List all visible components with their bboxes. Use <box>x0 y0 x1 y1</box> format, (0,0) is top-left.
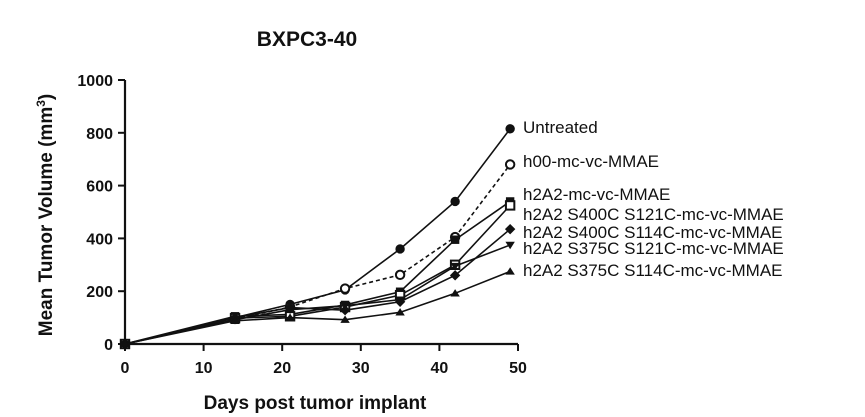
series-line <box>124 163 511 345</box>
data-point <box>395 296 405 304</box>
y-axis-label: Mean Tumor Volume (mm3) <box>34 94 57 336</box>
legend-entry: Untreated <box>523 118 598 137</box>
x-tick-label: 40 <box>431 360 449 377</box>
legend-entry: h2A2-mc-vc-MMAE <box>523 185 670 204</box>
data-point <box>285 313 295 321</box>
y-tick-label: 600 <box>86 179 113 196</box>
series-layer <box>119 124 516 350</box>
y-axis-label-main: Mean Tumor Volume (mm <box>36 107 57 336</box>
data-point <box>504 159 516 170</box>
legend: Untreatedh00-mc-vc-MMAEh2A2-mc-vc-MMAEh2… <box>523 118 784 280</box>
data-point <box>394 269 406 281</box>
y-tick-label: 1000 <box>77 73 113 90</box>
y-tick-label: 400 <box>86 231 113 248</box>
data-point <box>505 241 515 250</box>
legend-entry: h2A2 S400C S121C-mc-vc-MMAE <box>523 205 784 224</box>
data-point <box>450 262 460 271</box>
data-point <box>395 308 405 316</box>
series-7 <box>120 267 515 348</box>
data-point <box>449 270 461 281</box>
series-line <box>124 200 511 345</box>
x-tick-label: 50 <box>509 360 527 377</box>
axes: 0 200 400 600 800 1000 0 10 20 30 40 50 <box>77 73 527 377</box>
data-point <box>450 196 460 207</box>
legend-entry: h2A2 S375C S114C-mc-vc-MMAE <box>523 261 783 280</box>
y-axis-label-superscript: 3 <box>34 100 48 107</box>
data-point <box>450 289 460 297</box>
data-point <box>505 124 515 134</box>
data-point <box>120 339 130 348</box>
x-axis-label: Days post tumor implant <box>204 393 427 414</box>
y-axis-label-suffix: ) <box>36 94 57 100</box>
data-point <box>395 244 405 254</box>
x-tick-label: 0 <box>121 360 130 377</box>
data-point <box>340 302 350 310</box>
data-point <box>285 306 295 314</box>
y-tick-label: 800 <box>86 126 113 143</box>
data-point <box>450 235 460 244</box>
legend-entry: h2A2 S400C S114C-mc-vc-MMAE <box>523 223 783 242</box>
series-2 <box>119 159 516 350</box>
data-point <box>339 305 351 316</box>
data-point <box>339 283 351 294</box>
data-point <box>340 315 350 323</box>
legend-entry: h00-mc-vc-MMAE <box>523 152 659 171</box>
x-tick-label: 30 <box>352 360 370 377</box>
data-point <box>230 316 240 324</box>
x-tick-label: 10 <box>195 360 213 377</box>
data-point <box>504 200 516 211</box>
series-line <box>124 228 511 345</box>
data-point <box>505 267 515 275</box>
y-tick-label: 0 <box>104 337 113 354</box>
chart-title: BXPC3-40 <box>257 28 357 51</box>
y-tick-label: 200 <box>86 284 113 301</box>
x-tick-label: 20 <box>273 360 291 377</box>
data-point <box>504 223 516 235</box>
legend-entry: h2A2 S375C S121C-mc-vc-MMAE <box>523 239 784 258</box>
